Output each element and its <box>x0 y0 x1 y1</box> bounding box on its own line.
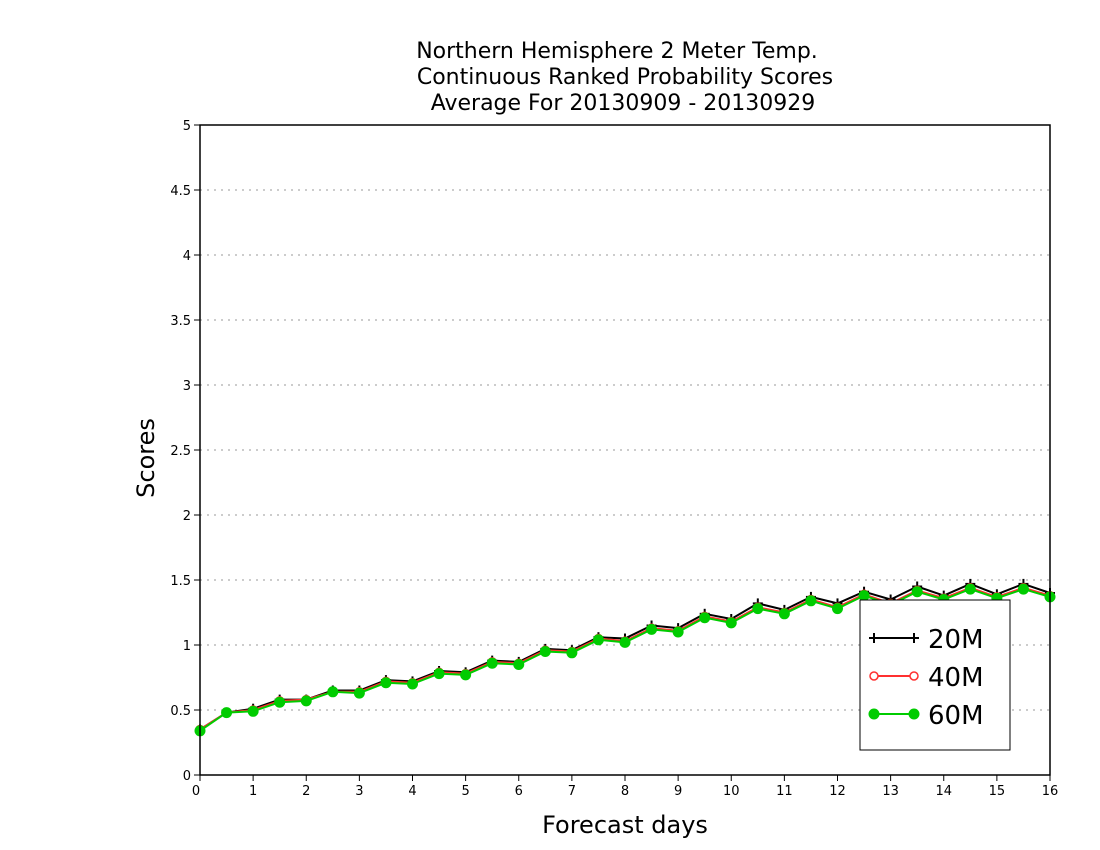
data-point <box>300 695 312 707</box>
data-point <box>725 617 737 629</box>
y-tick-label: 1 <box>183 639 191 654</box>
data-point <box>460 669 472 681</box>
data-point <box>858 590 870 602</box>
data-point <box>964 583 976 595</box>
x-tick-label: 3 <box>355 784 363 799</box>
legend-entry-60M: 60M <box>868 701 984 731</box>
data-point <box>539 646 551 657</box>
data-point <box>433 668 445 680</box>
data-point <box>407 678 418 690</box>
data-point <box>805 595 817 607</box>
data-point <box>778 608 790 620</box>
legend-label: 60M <box>928 701 984 731</box>
legend-marker <box>908 708 920 720</box>
chart-title: Northern Hemisphere 2 Meter Temp. Contin… <box>416 39 833 116</box>
data-point <box>274 696 286 708</box>
legend-marker <box>868 708 880 720</box>
y-tick-label: 3 <box>183 379 191 394</box>
data-point <box>619 636 631 648</box>
x-tick-label: 12 <box>829 784 846 799</box>
x-tick-label: 5 <box>461 784 469 799</box>
x-tick-label: 9 <box>674 784 682 799</box>
data-point <box>832 603 843 615</box>
title-line-2: Continuous Ranked Probability Scores <box>417 65 833 90</box>
y-axis-label: Scores <box>132 418 160 498</box>
y-tick-label: 1.5 <box>170 574 191 589</box>
data-point <box>327 686 339 698</box>
data-point <box>592 634 604 646</box>
y-tick-label: 3.5 <box>170 314 191 329</box>
x-tick-label: 0 <box>192 784 200 799</box>
data-point <box>672 626 684 638</box>
x-tick-label: 2 <box>302 784 310 799</box>
data-point <box>911 586 923 598</box>
x-tick-label: 4 <box>408 784 416 799</box>
title-line-3: Average For 20130909 - 20130929 <box>431 91 816 116</box>
legend-marker <box>909 671 919 681</box>
data-point <box>380 677 392 689</box>
x-tick-label: 13 <box>882 784 899 799</box>
x-tick-label: 11 <box>776 784 793 799</box>
y-tick-label: 4.5 <box>170 184 191 199</box>
x-tick-label: 1 <box>249 784 257 799</box>
x-axis: 0 1 2 3 4 5 6 7 8 9 10 11 12 13 14 15 16 <box>192 775 1058 799</box>
data-point <box>646 623 658 635</box>
data-point <box>566 647 578 659</box>
data-point <box>247 705 259 717</box>
legend: 20M 40M 60M <box>859 599 1011 751</box>
x-tick-label: 10 <box>723 784 740 799</box>
y-tick-label: 0 <box>183 769 191 784</box>
data-point <box>221 707 233 719</box>
y-tick-label: 2 <box>183 509 191 524</box>
legend-entry-40M: 40M <box>869 663 984 693</box>
data-point <box>699 612 711 624</box>
x-tick-label: 8 <box>621 784 629 799</box>
x-tick-label: 14 <box>935 784 952 799</box>
x-tick-label: 6 <box>515 784 523 799</box>
legend-marker <box>909 633 919 643</box>
x-axis-label: Forecast days <box>542 811 708 839</box>
data-point <box>353 687 365 699</box>
legend-marker <box>869 633 879 643</box>
y-tick-label: 2.5 <box>170 444 191 459</box>
y-axis: 0 0.5 1 1.5 2 2.5 3 3.5 4 4.5 5 <box>170 119 200 784</box>
y-tick-label: 5 <box>183 119 191 134</box>
y-tick-label: 0.5 <box>170 704 191 719</box>
x-tick-label: 7 <box>568 784 576 799</box>
legend-marker <box>869 671 879 681</box>
data-point <box>486 657 498 669</box>
x-tick-label: 16 <box>1042 784 1059 799</box>
legend-entry-20M: 20M <box>869 625 984 655</box>
y-tick-label: 4 <box>183 249 191 264</box>
data-point <box>513 659 525 670</box>
legend-label: 40M <box>928 663 984 693</box>
data-point <box>752 603 764 615</box>
legend-label: 20M <box>928 625 984 655</box>
title-line-1: Northern Hemisphere 2 Meter Temp. <box>416 39 818 64</box>
x-tick-label: 15 <box>989 784 1006 799</box>
data-point <box>1017 583 1029 595</box>
